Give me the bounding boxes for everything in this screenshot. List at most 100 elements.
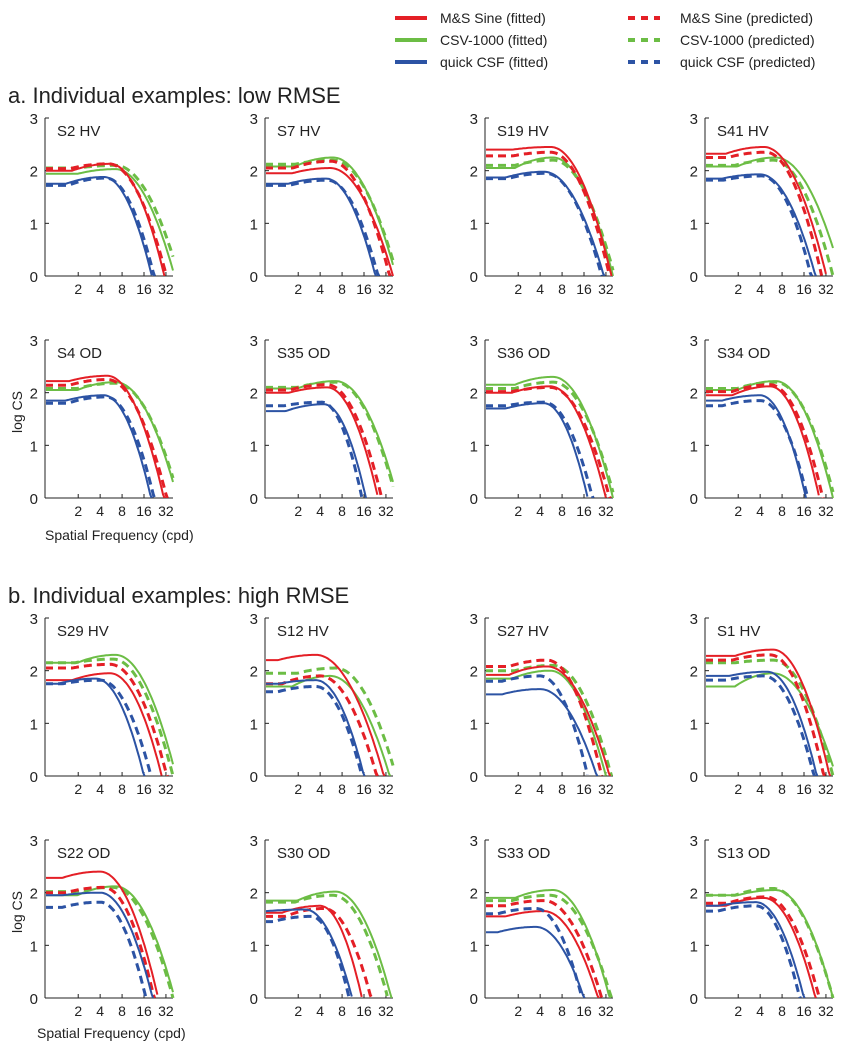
y-tick-label: 3 [30, 111, 38, 128]
y-tick-label: 0 [30, 769, 38, 786]
x-tick-label: 8 [118, 1003, 126, 1019]
panel-label: S7 HV [277, 123, 320, 140]
legend-label-2: CSV-1000 (fitted) [440, 32, 547, 48]
curve-m-s-sine-fitted [266, 386, 379, 495]
x-tick-label: 8 [778, 1003, 786, 1019]
y-tick-label: 2 [250, 664, 258, 681]
curve-m-s-sine-predicted [46, 662, 169, 776]
curve-csv-1000-predicted [706, 158, 835, 276]
panel-label: S22 OD [57, 845, 111, 862]
y-tick-label: 1 [250, 938, 258, 955]
curve-quick-csf-fitted [266, 403, 367, 498]
y-tick-label: 2 [470, 386, 478, 403]
x-tick-label: 16 [796, 781, 812, 797]
curve-csv-1000-fitted [46, 168, 174, 271]
x-tick-label: 16 [136, 1003, 152, 1019]
legend-label-1: M&S Sine (fitted) [440, 10, 546, 26]
legend-label-5: CSV-1000 (predicted) [680, 32, 815, 48]
curve-csv-1000-predicted [266, 158, 395, 262]
y-tick-label: 0 [470, 769, 478, 786]
section-title-a: a. Individual examples: low RMSE [8, 83, 341, 108]
y-tick-label: 2 [30, 886, 38, 903]
curve-csv-1000-fitted [706, 156, 834, 249]
x-tick-label: 2 [514, 1003, 522, 1019]
y-tick-label: 1 [30, 216, 38, 233]
curve-m-s-sine-predicted [706, 653, 826, 776]
x-tick-label: 32 [598, 1003, 614, 1019]
x-tick-label: 8 [118, 281, 126, 297]
panel-label: S27 HV [497, 623, 549, 640]
curve-m-s-sine-predicted [486, 658, 604, 776]
curve-quick-csf-fitted [46, 394, 153, 498]
x-tick-label: 4 [536, 1003, 544, 1019]
section-title-b: b. Individual examples: high RMSE [8, 583, 349, 608]
curve-csv-1000-predicted [46, 885, 175, 998]
x-tick-label: 16 [796, 503, 812, 519]
panel-label: S2 HV [57, 123, 100, 140]
y-tick-label: 3 [470, 111, 478, 128]
curve-quick-csf-predicted [486, 400, 595, 498]
curve-quick-csf-predicted [486, 674, 589, 775]
y-tick-label: 2 [470, 664, 478, 681]
x-tick-label: 32 [158, 281, 174, 297]
y-tick-label: 3 [470, 833, 478, 850]
y-tick-label: 1 [690, 716, 698, 733]
x-tick-label: 2 [514, 503, 522, 519]
x-tick-label: 4 [756, 781, 764, 797]
y-tick-label: 3 [690, 333, 698, 350]
y-tick-label: 2 [30, 164, 38, 181]
y-tick-label: 3 [470, 333, 478, 350]
curve-quick-csf-fitted [266, 679, 366, 776]
y-tick-label: 0 [690, 269, 698, 286]
panel-label: S30 OD [277, 845, 331, 862]
curve-csv-1000-predicted [706, 887, 835, 998]
x-tick-label: 4 [536, 503, 544, 519]
y-tick-label: 0 [250, 991, 258, 1008]
x-tick-label: 2 [734, 781, 742, 797]
curve-csv-1000-fitted [266, 380, 394, 483]
x-tick-label: 2 [514, 281, 522, 297]
y-tick-label: 0 [30, 991, 38, 1008]
curve-quick-csf-fitted [706, 394, 807, 498]
curve-csv-1000-fitted [46, 653, 174, 765]
y-tick-label: 0 [250, 269, 258, 286]
y-tick-label: 1 [470, 716, 478, 733]
x-tick-label: 8 [118, 781, 126, 797]
ylabel-b: log CS [9, 891, 25, 933]
curve-quick-csf-predicted [266, 178, 381, 276]
x-tick-label: 2 [294, 503, 302, 519]
curve-quick-csf-predicted [706, 399, 809, 497]
y-tick-label: 0 [470, 269, 478, 286]
curve-m-s-sine-fitted [486, 665, 612, 776]
curve-quick-csf-predicted [706, 174, 814, 276]
x-tick-label: 8 [338, 503, 346, 519]
x-tick-label: 4 [756, 1003, 764, 1019]
curve-m-s-sine-predicted [486, 899, 604, 998]
x-tick-label: 2 [514, 781, 522, 797]
x-tick-label: 2 [734, 503, 742, 519]
x-tick-label: 2 [294, 281, 302, 297]
y-tick-label: 3 [250, 611, 258, 628]
panel-label: S34 OD [717, 345, 771, 362]
x-tick-label: 2 [74, 281, 82, 297]
x-tick-label: 2 [734, 281, 742, 297]
curve-m-s-sine-predicted [46, 378, 169, 498]
x-tick-label: 16 [796, 281, 812, 297]
curve-m-s-sine-fitted [706, 648, 832, 776]
curve-quick-csf-fitted [486, 925, 586, 998]
x-tick-label: 32 [158, 1003, 174, 1019]
x-tick-label: 8 [338, 281, 346, 297]
curve-quick-csf-fitted [486, 170, 606, 276]
x-tick-label: 32 [158, 781, 174, 797]
y-tick-label: 2 [250, 386, 258, 403]
x-tick-label: 4 [96, 1003, 104, 1019]
y-tick-label: 2 [690, 664, 698, 681]
curve-csv-1000-fitted [706, 672, 834, 767]
